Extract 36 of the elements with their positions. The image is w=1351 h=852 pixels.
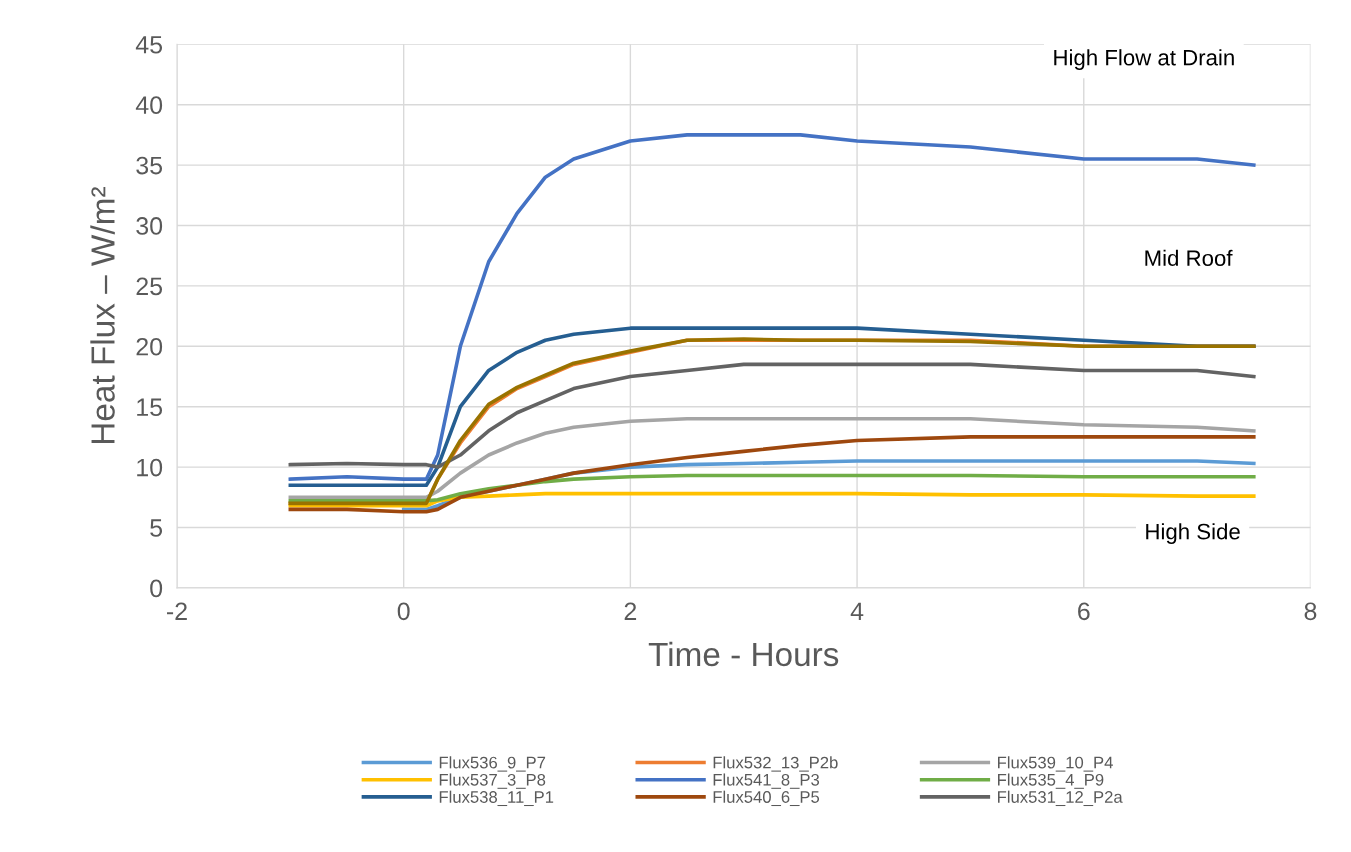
x-tick-label: -2 [166,602,187,620]
y-tick-label: 40 [135,96,163,115]
line-series [288,491,1256,508]
legend-label: Flux538_11_P1 [439,790,554,807]
y-tick-label: 30 [136,217,163,235]
line-series [288,435,1256,514]
y-tick-label: 5 [150,519,163,537]
line-series [288,133,1256,481]
line-series [288,473,1256,503]
y-tick-label: 25 [136,277,163,296]
x-tick-label: 6 [1078,602,1090,621]
legend-label: Flux535_4_P9 [998,773,1104,789]
annotation: High Side [1146,523,1240,544]
legend-label: Flux532_13_P2b [713,756,838,772]
y-tick-label: 15 [137,398,163,416]
y-tick-label: 35 [136,156,163,175]
legend-label: Flux540_6_P5 [713,790,820,807]
x-tick-label: 0 [397,602,410,621]
legend-label: Flux536_9_P7 [439,756,546,772]
y-tick-label: 10 [137,458,163,477]
legend-label: Flux537_3_P8 [439,773,546,789]
line-series [288,362,1256,469]
annotation: Mid Roof [1145,249,1233,267]
y-tick-label: 0 [150,579,163,598]
y-tick-label: 20 [136,337,163,356]
legend-label: Flux541_8_P3 [713,773,820,789]
legend-label: Flux531_12_P2a [998,790,1123,807]
x-tick-label: 8 [1304,602,1317,621]
annotation: High Flow at Drain [1054,49,1234,70]
x-tick-label: 2 [624,602,637,620]
x-tick-label: 4 [850,602,864,620]
x-axis-title: Time - Hours [648,641,839,667]
y-tick-label: 45 [135,36,163,54]
line-series [288,416,1256,500]
legend-label: Flux539_10_P4 [998,756,1113,772]
y-axis-title: Heat Flux – W/m² [90,187,115,443]
